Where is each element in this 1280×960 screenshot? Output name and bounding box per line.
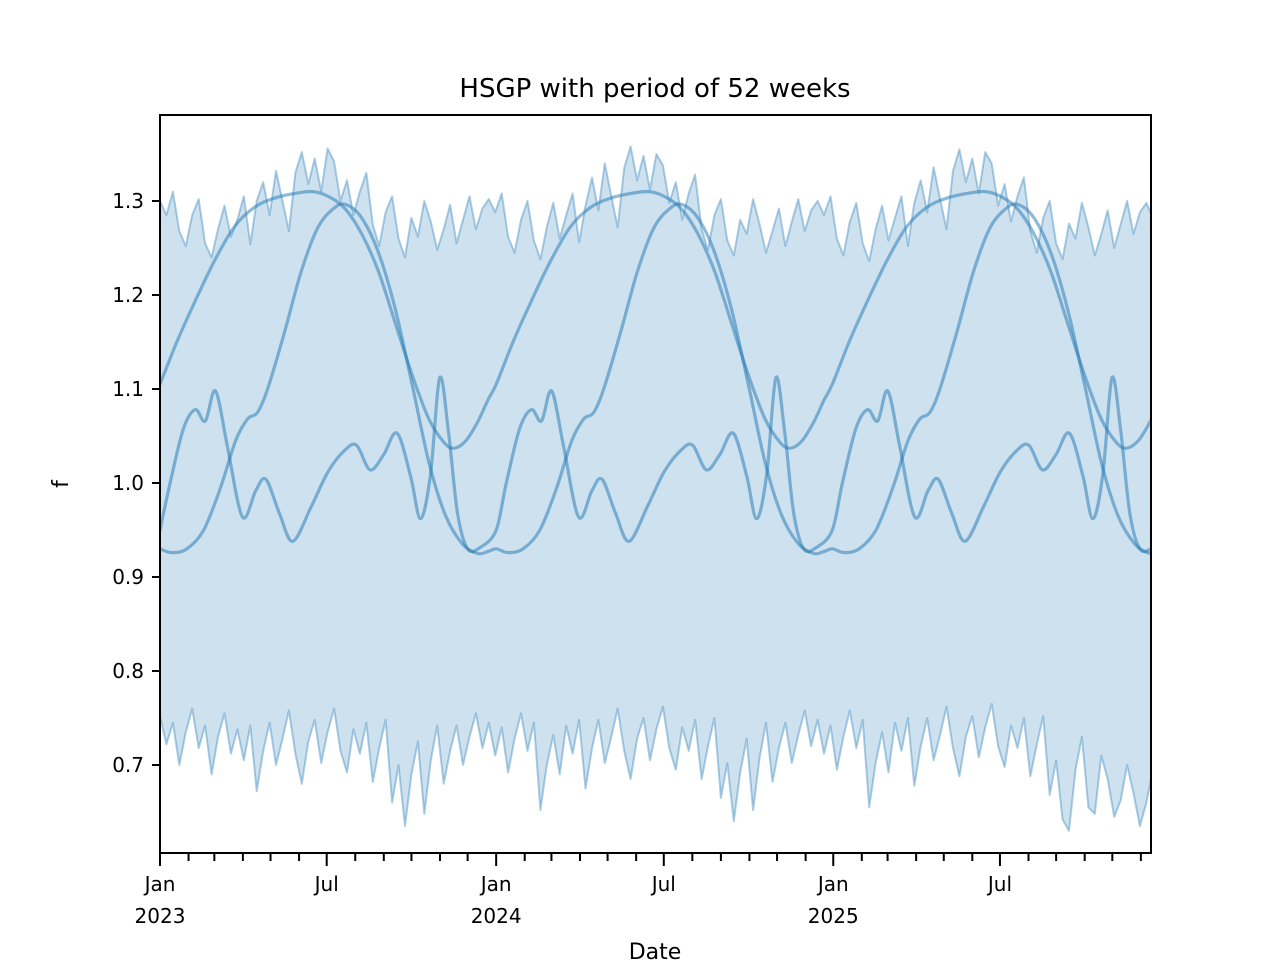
hdi-band-lower-edge (160, 702, 1151, 832)
x-tick-label: Jul (986, 872, 1012, 896)
y-tick-label: 0.8 (112, 659, 144, 683)
posterior-sample-lines (160, 189, 1151, 556)
y-tick-label: 1.1 (112, 377, 144, 401)
x-axis-label: Date (629, 940, 682, 960)
hdi-band (160, 146, 1151, 831)
y-tick-label: 1.0 (112, 471, 144, 495)
axis-tick-labels: 0.7 0.8 0.9 1.0 1.1 1.2 1.3 Jan 2023 Jul Jan 2024 Ju… (112, 189, 1012, 928)
plot-area (160, 145, 1151, 832)
x-tick-label: Jan (479, 872, 512, 896)
x-tick-year-label: 2025 (808, 904, 859, 928)
axis-ticks (152, 200, 1142, 866)
x-tick-year-label: 2024 (471, 904, 522, 928)
plot-spines (159, 114, 1152, 854)
y-tick-label: 1.3 (112, 189, 144, 213)
x-tick-year-label: 2023 (135, 904, 186, 928)
y-tick-label: 1.2 (112, 283, 144, 307)
sample-deep-line (160, 202, 1151, 556)
x-tick-label: Jul (313, 872, 339, 896)
x-tick-label: Jan (816, 872, 849, 896)
x-tick-label: Jul (650, 872, 676, 896)
x-tick-label: Jan (143, 872, 176, 896)
chart-title: HSGP with period of 52 weeks (459, 74, 850, 104)
hdi-band-upper-edge (160, 145, 1151, 263)
y-tick-label: 0.7 (112, 753, 144, 777)
sample-wiggly-line (160, 375, 1151, 554)
y-axis-label: f (49, 479, 74, 488)
y-tick-label: 0.9 (112, 565, 144, 589)
